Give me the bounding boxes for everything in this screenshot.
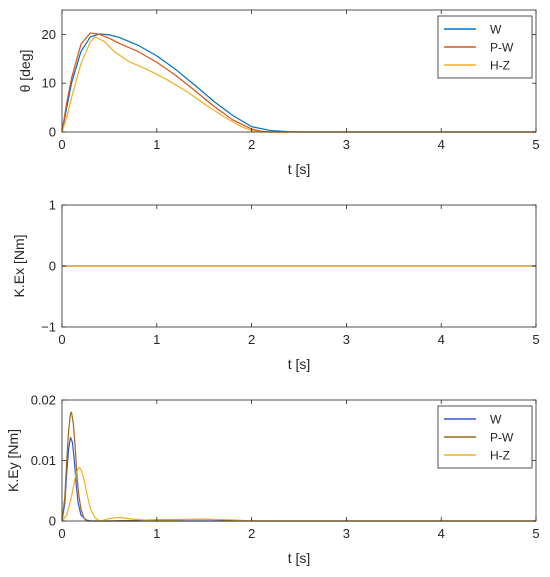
x-tick-label: 4	[438, 526, 445, 541]
y-tick-label: 0.01	[31, 453, 56, 468]
x-tick-label: 5	[532, 137, 539, 152]
y-axis-label: K.Ey [Nm]	[5, 429, 21, 492]
x-tick-label: 2	[248, 137, 255, 152]
x-tick-label: 3	[343, 332, 350, 347]
y-tick-label: 0	[49, 259, 56, 274]
y-tick-label: −1	[41, 320, 56, 335]
x-tick-label: 4	[438, 332, 445, 347]
y-tick-label: 0.02	[31, 393, 56, 408]
y-tick-label: 20	[42, 27, 56, 42]
legend-label: P-W	[490, 41, 514, 55]
x-axis-label: t [s]	[288, 550, 311, 566]
y-tick-label: 1	[49, 198, 56, 213]
chart-panel-1: 0 1 2 3 4 5 0 10 20 t [s] θ [deg] W P-W H-Z	[17, 9, 540, 177]
x-tick-label: 1	[153, 526, 160, 541]
x-tick-label: 0	[58, 526, 65, 541]
axes-box	[61, 9, 537, 133]
x-tick-label: 5	[532, 526, 539, 541]
x-axis-label: t [s]	[288, 356, 311, 372]
x-tick-label: 0	[58, 332, 65, 347]
x-tick-label: 5	[532, 332, 539, 347]
series-line-p-w	[61, 32, 536, 133]
series-line-w	[61, 33, 536, 133]
y-axis-label: θ [deg]	[17, 50, 33, 93]
y-tick-label: 10	[42, 76, 56, 91]
legend: W P-W H-Z	[437, 405, 533, 469]
series-line-h-z	[61, 36, 536, 133]
legend: W P-W H-Z	[437, 15, 533, 79]
legend-label: W	[490, 23, 502, 37]
legend-label: P-W	[490, 431, 514, 445]
x-axis-label: t [s]	[288, 161, 311, 177]
y-axis-label: K.Ex [Nm]	[11, 234, 27, 297]
x-tick-label: 1	[153, 137, 160, 152]
y-tick-label: 0	[49, 514, 56, 529]
x-tick-label: 3	[343, 137, 350, 152]
y-tick-label: 0	[49, 125, 56, 140]
chart-panel-3: 0 1 2 3 4 5 0 0.01 0.02 t [s] K.Ey [Nm] W P-W H-Z	[5, 393, 540, 567]
legend-label: H-Z	[490, 59, 510, 73]
legend-label: W	[490, 413, 502, 427]
x-tick-label: 0	[58, 137, 65, 152]
legend-label: H-Z	[490, 449, 510, 463]
x-tick-label: 1	[153, 332, 160, 347]
series-line-h-z	[61, 467, 536, 522]
x-tick-label: 2	[248, 332, 255, 347]
x-tick-label: 4	[438, 137, 445, 152]
x-tick-label: 2	[248, 526, 255, 541]
x-tick-label: 3	[343, 526, 350, 541]
